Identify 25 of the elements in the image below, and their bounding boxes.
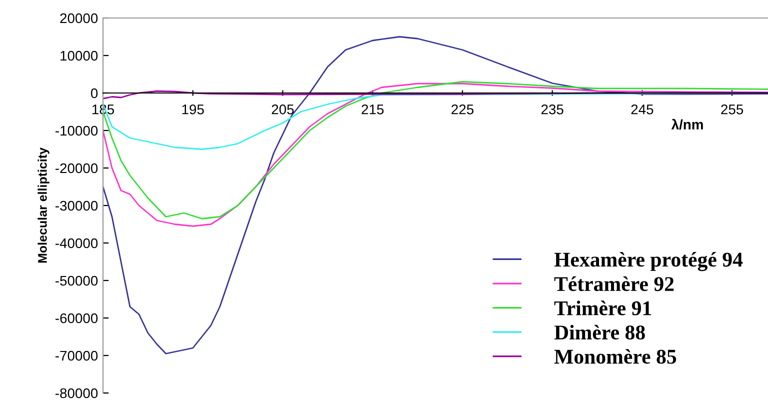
- x-tick-label: 245: [631, 104, 654, 114]
- x-tick-label: 235: [541, 104, 564, 114]
- y-tick-label: -10000: [56, 126, 98, 136]
- legend-label: Tétramère 92: [554, 276, 674, 292]
- y-tick-label: -50000: [56, 276, 98, 286]
- legend-label: Monomère 85: [554, 349, 676, 364]
- legend-label: Dimère 88: [554, 324, 645, 340]
- y-tick-label: 20000: [60, 13, 98, 24]
- x-tick-label: 255: [721, 104, 744, 114]
- x-tick-label: 225: [452, 104, 474, 114]
- y-tick-label: 10000: [60, 50, 98, 61]
- y-axis-title: Molecular ellipticity: [38, 148, 50, 263]
- legend-label: Hexamère protégé 94: [554, 252, 743, 272]
- y-tick-label: 0: [90, 88, 98, 98]
- y-tick-label: -40000: [56, 238, 98, 248]
- y-tick-label: -80000: [56, 388, 98, 398]
- y-tick-label: -70000: [56, 350, 98, 361]
- y-tick-label: -20000: [56, 163, 98, 174]
- y-tick-label: -60000: [56, 313, 98, 324]
- x-tick-label: 215: [362, 104, 384, 114]
- legend-label: Trimère 91: [554, 300, 652, 316]
- x-axis-title: λ/nm: [671, 118, 703, 130]
- x-tick-label: 195: [182, 104, 204, 114]
- x-tick-label: 205: [272, 104, 294, 114]
- y-tick-label: -30000: [56, 200, 98, 211]
